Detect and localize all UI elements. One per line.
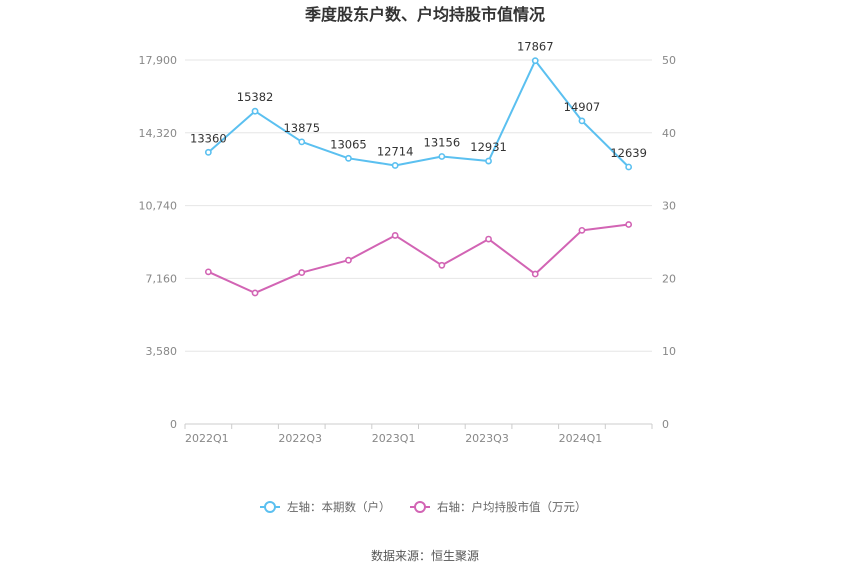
data-point[interactable]	[578, 226, 586, 234]
right-tick-label: 40	[662, 127, 676, 140]
x-tick-label: 2023Q1	[372, 432, 416, 445]
left-tick-label: 0	[170, 418, 177, 431]
data-label: 13875	[283, 121, 320, 135]
right-tick-label: 0	[662, 418, 669, 431]
data-label: 15382	[237, 90, 274, 104]
right-tick-label: 10	[662, 345, 676, 358]
data-label: 12931	[470, 140, 507, 154]
left-tick-label: 10,740	[139, 200, 178, 213]
right-axis-ticks: 0 10 20 30 40 50	[662, 54, 676, 431]
left-axis-ticks: 0 3,580 7,160 10,740 14,320 17,900	[139, 54, 178, 431]
left-tick-label: 3,580	[146, 345, 178, 358]
legend-swatch-marker	[264, 501, 276, 513]
data-point[interactable]	[298, 269, 306, 276]
legend: 左轴：本期数（户） 右轴：户均持股市值（万元）	[260, 500, 587, 514]
data-point[interactable]	[625, 221, 633, 228]
data-point[interactable]	[204, 148, 212, 156]
data-point[interactable]	[531, 57, 539, 65]
data-point[interactable]	[578, 117, 586, 125]
legend-item[interactable]: 右轴：户均持股市值（万元）	[410, 500, 587, 514]
data-point[interactable]	[438, 153, 446, 160]
right-tick-label: 30	[662, 200, 676, 213]
left-tick-label: 17,900	[139, 54, 178, 67]
data-point[interactable]	[251, 289, 259, 297]
data-label: 13065	[330, 137, 367, 151]
data-point[interactable]	[485, 235, 492, 243]
data-point[interactable]	[345, 256, 352, 264]
data-label: 12714	[377, 144, 414, 158]
x-axis-ticks: 2022Q1 2022Q3 2023Q1 2023Q3 2024Q1	[184, 424, 653, 445]
data-point[interactable]	[625, 163, 633, 171]
series-2	[204, 221, 633, 297]
left-tick-label: 7,160	[146, 272, 178, 285]
legend-swatch-marker	[414, 501, 426, 513]
right-tick-label: 20	[662, 272, 676, 285]
legend-label: 右轴：户均持股市值（万元）	[437, 500, 587, 514]
x-tick-label: 2024Q1	[559, 432, 603, 445]
grid-lines	[185, 59, 652, 425]
series-line	[207, 223, 629, 294]
x-tick-label: 2022Q1	[185, 432, 229, 445]
data-label: 17867	[517, 40, 554, 54]
series-layer: 13360 15382 13875 13065 12714 13156 12931 17867…	[190, 40, 647, 297]
data-label: 14907	[564, 100, 601, 114]
x-tick-label: 2023Q3	[465, 432, 509, 445]
left-tick-label: 14,320	[139, 127, 178, 140]
data-point[interactable]	[251, 107, 259, 115]
legend-item[interactable]: 左轴：本期数（户）	[260, 500, 391, 514]
data-label: 13360	[190, 131, 227, 145]
source-note: 数据来源：恒生聚源	[371, 548, 479, 563]
data-point[interactable]	[485, 157, 492, 165]
chart-title: 季度股东户数、户均持股市值情况	[304, 5, 545, 24]
data-point[interactable]	[531, 270, 539, 278]
data-point[interactable]	[391, 162, 399, 169]
data-point[interactable]	[345, 154, 352, 162]
x-tick-label: 2022Q3	[278, 432, 322, 445]
series-1: 13360 15382 13875 13065 12714 13156 12931 17867…	[190, 40, 647, 171]
legend-label: 左轴：本期数（户）	[287, 500, 391, 514]
series-line	[207, 59, 630, 168]
data-point[interactable]	[298, 138, 306, 146]
data-point[interactable]	[204, 268, 212, 276]
data-label: 13156	[424, 135, 461, 149]
right-tick-label: 50	[662, 54, 676, 67]
data-label: 12639	[610, 146, 647, 160]
data-point[interactable]	[438, 261, 446, 269]
data-point[interactable]	[391, 232, 399, 239]
